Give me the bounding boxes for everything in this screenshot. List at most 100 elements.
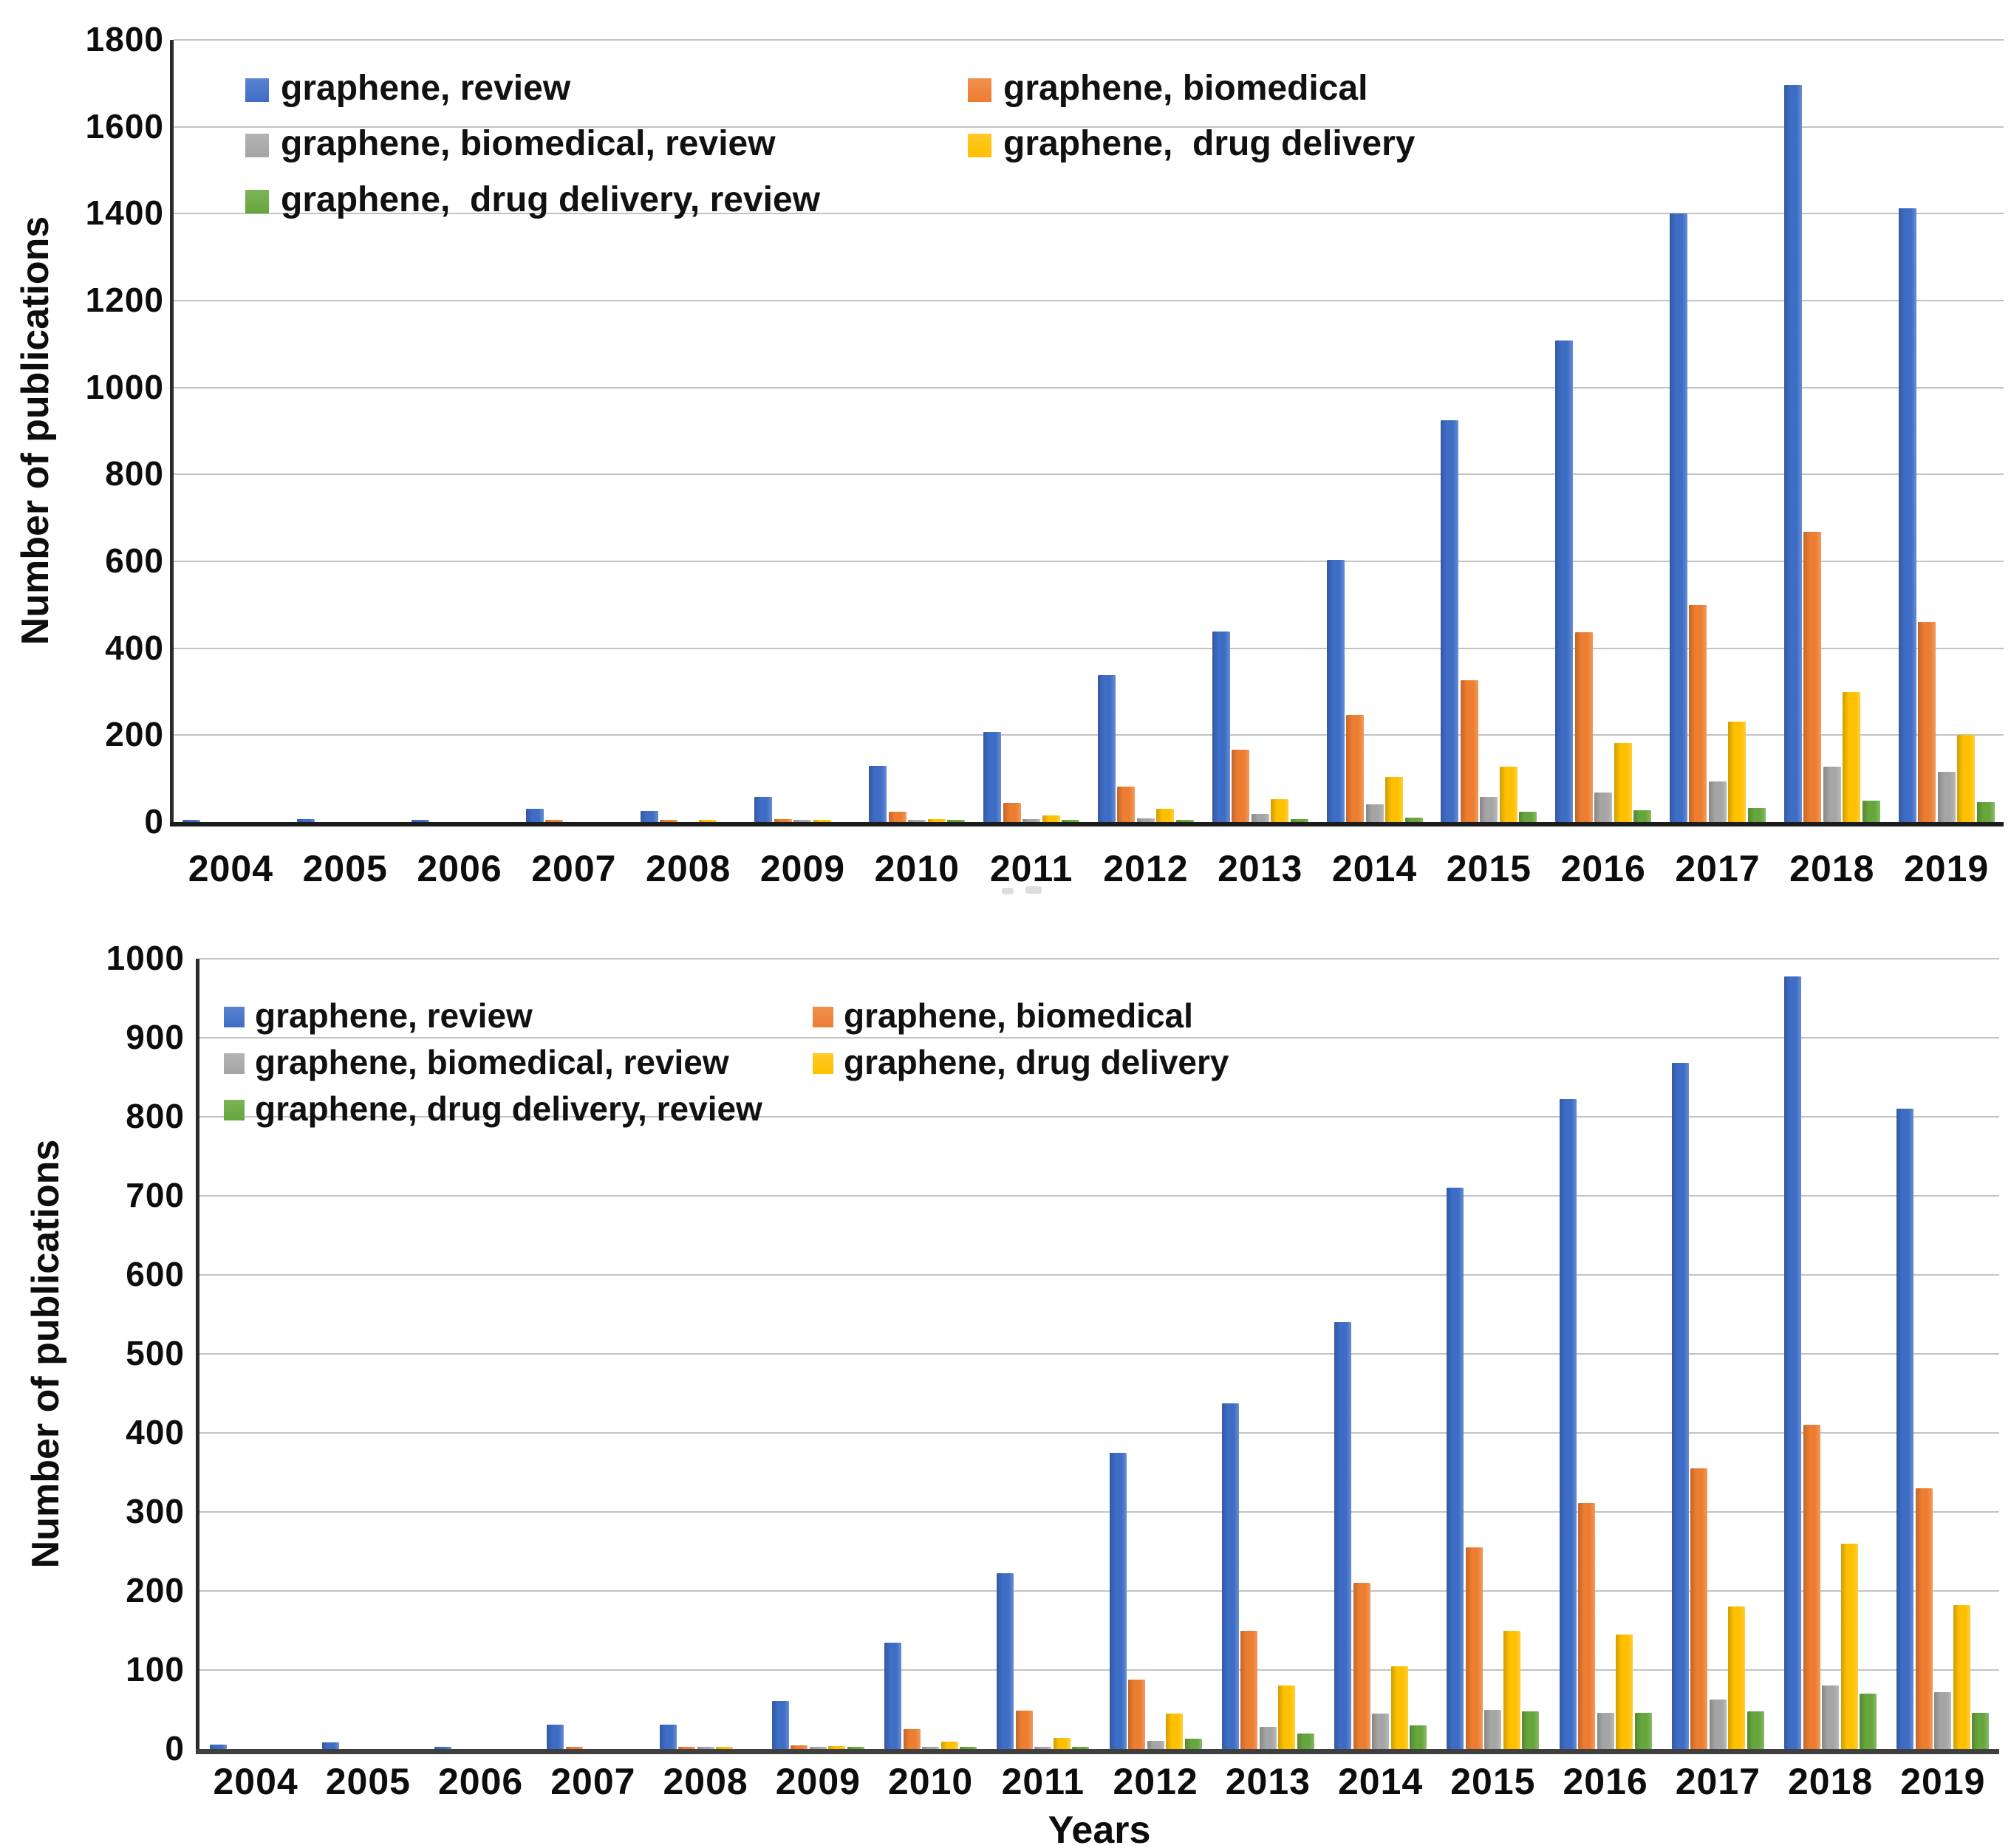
bar-2010-series2 (922, 1747, 940, 1749)
bar-2012-series2 (1136, 818, 1155, 822)
bar-2018-series1 (1803, 531, 1822, 822)
artifact-smudge (1025, 886, 1042, 894)
bar-2014-series3 (1390, 1666, 1408, 1749)
gridline (174, 734, 2004, 736)
bar-2012-series1 (1128, 1679, 1146, 1749)
y-tick-label: 1000 (85, 367, 164, 406)
legend-marker-series0 (245, 78, 269, 102)
bar-2008-series2 (697, 1747, 714, 1749)
bar-2017-series3 (1728, 1606, 1746, 1749)
bar-2008-series3 (699, 820, 717, 822)
gridline (174, 647, 2004, 649)
y-tick-label: 0 (165, 1729, 185, 1768)
bar-2015-series4 (1522, 1711, 1540, 1749)
x-tick-label-2006: 2006 (438, 1761, 524, 1802)
bar-2017-series1 (1689, 604, 1707, 822)
y-tick-label: 800 (105, 454, 164, 493)
legend-marker-series2 (224, 1053, 245, 1074)
x-tick-label-2017: 2017 (1675, 848, 1761, 889)
legend-label-series4: graphene, drug delivery, review (281, 180, 821, 219)
bar-2014-series1 (1353, 1583, 1370, 1749)
bar-2019-series0 (1898, 208, 1916, 822)
bar-2015-series1 (1465, 1547, 1483, 1749)
x-tick-label-2013: 2013 (1225, 1761, 1311, 1802)
bar-2019-series2 (1934, 1691, 1952, 1749)
bar-2018-series0 (1784, 976, 1802, 1749)
bar-2011-series4 (1062, 820, 1080, 822)
bar-2011-series2 (1022, 819, 1041, 822)
y-tick-label: 100 (126, 1650, 185, 1689)
bar-2011-series0 (983, 731, 1002, 822)
bar-2015-series1 (1460, 680, 1478, 822)
gridline (174, 386, 2004, 389)
y-tick-label: 600 (126, 1255, 185, 1294)
gridline (174, 300, 2004, 301)
bar-2019-series3 (1957, 735, 1976, 822)
x-tick-label-2005: 2005 (325, 1761, 411, 1802)
bar-2018-series3 (1843, 691, 1861, 822)
bar-2011-series3 (1053, 1738, 1071, 1749)
x-tick-label-2015: 2015 (1446, 848, 1532, 889)
bar-2011-series3 (1042, 815, 1060, 822)
legend-marker-series1 (968, 78, 991, 102)
bar-2014-series0 (1334, 1322, 1352, 1749)
y-axis-title-bottom: Number of publications (24, 1139, 67, 1569)
bar-2015-series3 (1499, 766, 1517, 822)
bar-2011-series4 (1072, 1747, 1090, 1749)
bar-2014-series1 (1346, 715, 1365, 822)
bar-2016-series1 (1574, 632, 1593, 822)
y-tick-label: 0 (144, 802, 164, 841)
bar-2013-series3 (1271, 799, 1289, 822)
bar-2009-series0 (771, 1700, 789, 1749)
y-axis-line (170, 40, 174, 827)
gridline (199, 1037, 1999, 1038)
bar-2017-series0 (1669, 213, 1687, 822)
x-tick-label-2011: 2011 (989, 848, 1073, 889)
bar-2010-series1 (903, 1729, 921, 1749)
x-tick-label-2018: 2018 (1789, 848, 1875, 889)
legend-marker-series2 (245, 134, 269, 157)
y-tick-label: 400 (105, 628, 164, 667)
y-tick-label: 1800 (85, 20, 164, 59)
y-tick-label: 400 (126, 1413, 185, 1452)
gridline (199, 1353, 1999, 1355)
bar-2006-series0 (434, 1746, 452, 1749)
y-tick-label: 600 (105, 541, 164, 581)
bar-2008-series1 (678, 1747, 696, 1749)
bar-2016-series4 (1633, 810, 1652, 822)
bar-2012-series2 (1147, 1741, 1164, 1749)
bar-2013-series1 (1240, 1630, 1258, 1749)
y-tick-label: 200 (126, 1571, 185, 1610)
bar-2014-series2 (1365, 804, 1384, 822)
x-tick-label-2019: 2019 (1903, 848, 1990, 889)
bar-2012-series0 (1097, 675, 1116, 822)
bar-2019-series1 (1918, 622, 1936, 822)
bar-2012-series3 (1166, 1713, 1184, 1749)
legend-marker-series4 (245, 190, 269, 213)
y-tick-label: 300 (126, 1492, 185, 1531)
bar-2018-series2 (1823, 766, 1841, 822)
bar-2015-series2 (1480, 796, 1498, 822)
y-tick-label: 800 (126, 1097, 185, 1136)
bar-2018-series1 (1803, 1425, 1820, 1749)
legend-label-series4: graphene, drug delivery, review (255, 1089, 762, 1128)
bar-2018-series3 (1840, 1543, 1858, 1749)
x-tick-label-2013: 2013 (1218, 848, 1303, 889)
bar-2017-series4 (1747, 1711, 1764, 1749)
bar-2013-series3 (1278, 1686, 1296, 1749)
legend-marker-series3 (968, 134, 991, 157)
bar-2016-series2 (1597, 1712, 1614, 1749)
gridline (199, 958, 1999, 959)
y-axis-title-top: Number of publications (14, 216, 57, 646)
bar-2008-series3 (716, 1747, 734, 1749)
gridline (174, 39, 2004, 41)
bar-2012-series0 (1109, 1452, 1127, 1749)
bar-2016-series3 (1616, 1634, 1633, 1749)
bar-2017-series2 (1709, 1699, 1727, 1749)
bar-2015-series0 (1447, 1188, 1464, 1749)
legend-label-series3: graphene, drug delivery (1003, 124, 1416, 163)
x-tick-label-2010: 2010 (888, 1761, 974, 1802)
bar-2015-series2 (1484, 1709, 1502, 1749)
x-tick-label-2008: 2008 (663, 1761, 748, 1802)
bar-2017-series0 (1671, 1063, 1689, 1749)
